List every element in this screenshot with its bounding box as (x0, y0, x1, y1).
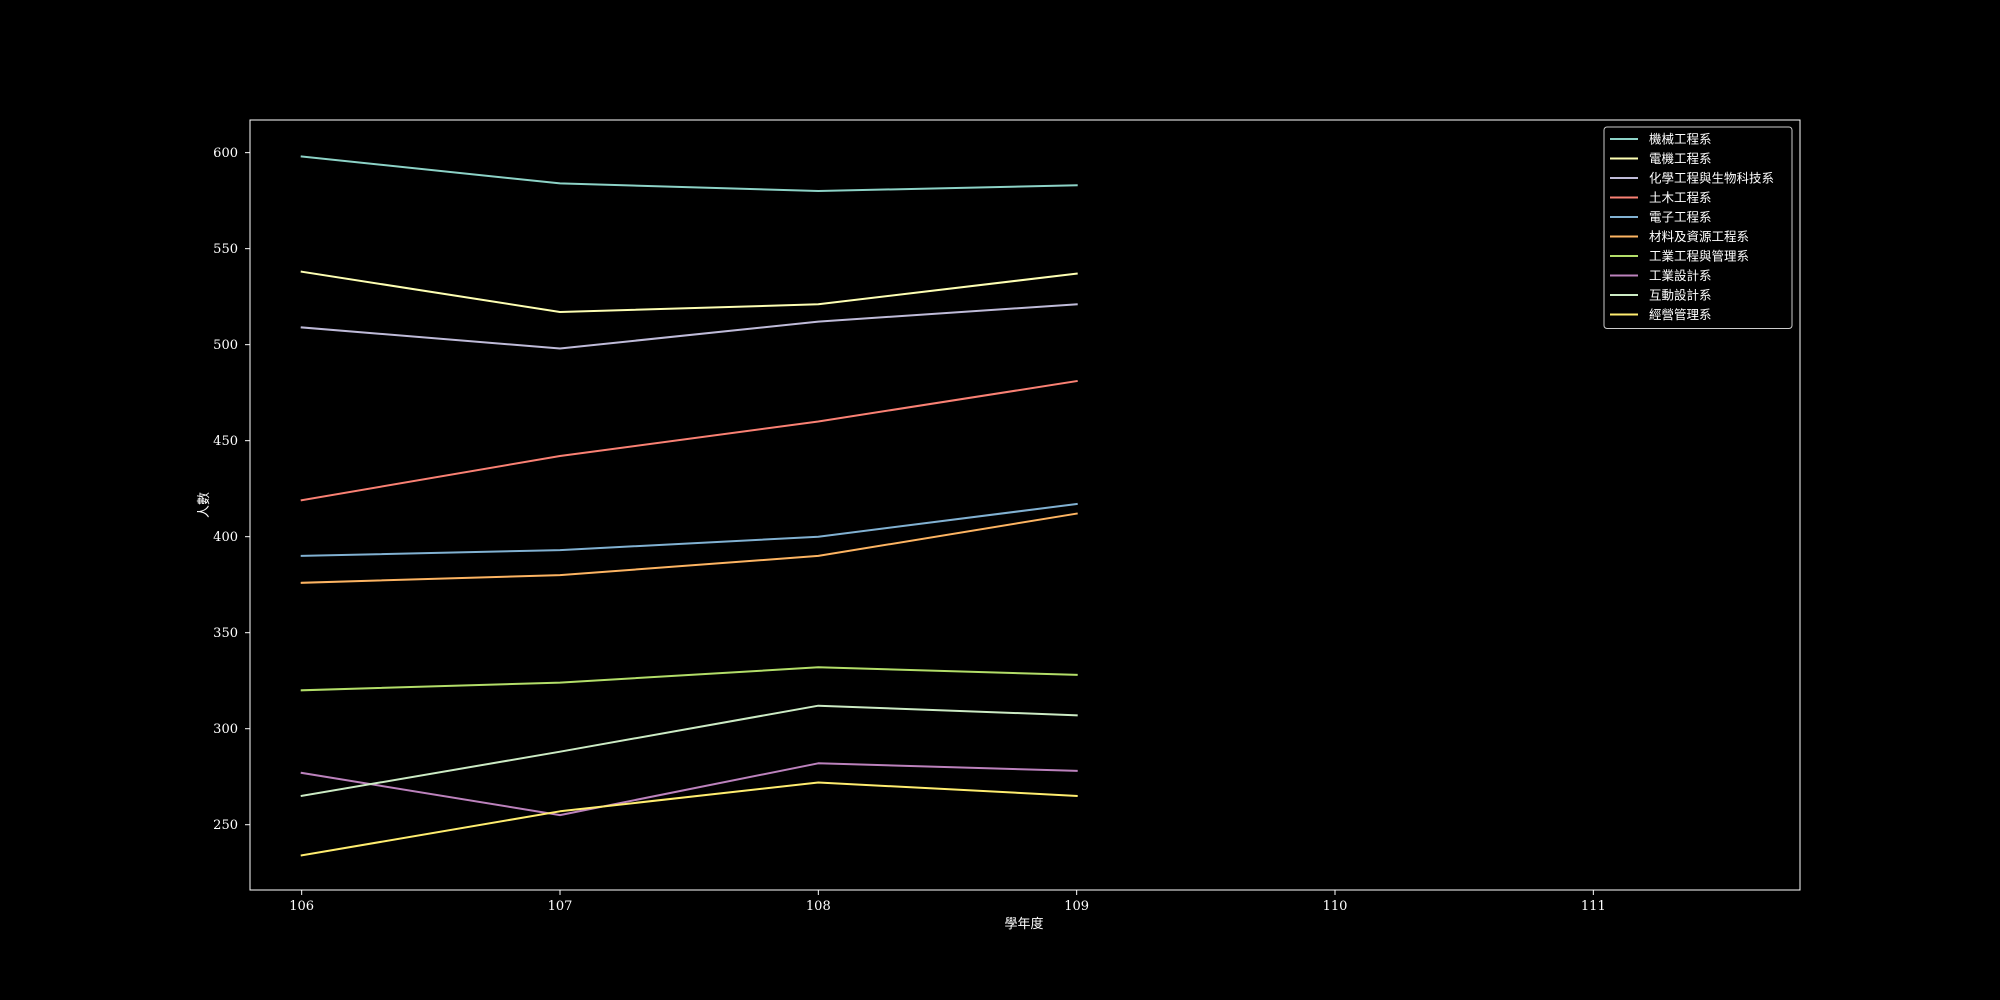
legend-entry-label: 工業設計系 (1649, 268, 1712, 283)
legend-entry-label: 互動設計系 (1649, 288, 1712, 303)
legend-entry-label: 電機工程系 (1649, 151, 1712, 166)
y-axis: 250 300 350 400 450 500 550 600 (213, 146, 250, 833)
series-line-9 (300, 704, 1078, 798)
series-line-3 (300, 303, 1078, 350)
series-line-10 (300, 781, 1078, 857)
legend-entry-label: 機械工程系 (1649, 132, 1712, 147)
series-line-7 (300, 666, 1078, 692)
x-tick-label: 111 (1581, 899, 1606, 914)
y-tick-label: 400 (213, 530, 238, 545)
x-axis-label: 學年度 (1004, 916, 1043, 932)
y-tick-label: 550 (213, 242, 238, 257)
legend-entry-label: 化學工程與生物科技系 (1649, 171, 1774, 186)
legend-entry-label: 電子工程系 (1649, 210, 1712, 225)
x-tick-label: 108 (806, 899, 831, 914)
legend-entry-label: 工業工程與管理系 (1649, 249, 1749, 264)
x-tick-label: 110 (1323, 899, 1348, 914)
x-axis: 106 107 108 109 110 111 (289, 890, 1606, 914)
y-tick-label: 600 (213, 146, 238, 161)
series-line-8 (300, 762, 1078, 817)
legend-entry-label: 土木工程系 (1649, 190, 1712, 205)
legend-entry-label: 材料及資源工程系 (1649, 229, 1749, 244)
y-axis-label: 人數 (197, 492, 212, 518)
x-tick-label: 109 (1064, 899, 1089, 914)
series-line-4 (300, 379, 1078, 502)
plot-frame (249, 119, 1801, 891)
series-line-6 (300, 512, 1078, 584)
y-tick-label: 500 (213, 338, 238, 353)
y-tick-label: 450 (213, 434, 238, 449)
x-tick-label: 106 (289, 899, 314, 914)
legend-box (1603, 126, 1793, 329)
series-line-1 (300, 155, 1078, 192)
series-line-5 (300, 502, 1078, 557)
legend-entry-label: 經營管理系 (1649, 307, 1712, 322)
y-tick-label: 300 (213, 722, 238, 737)
y-tick-label: 250 (213, 818, 238, 833)
series-layer (300, 155, 1078, 857)
legend: 機械工程系電機工程系化學工程與生物科技系土木工程系電子工程系材料及資源工程系工業… (1603, 126, 1793, 329)
y-tick-label: 350 (213, 626, 238, 641)
x-tick-label: 107 (548, 899, 573, 914)
series-line-2 (300, 270, 1078, 313)
